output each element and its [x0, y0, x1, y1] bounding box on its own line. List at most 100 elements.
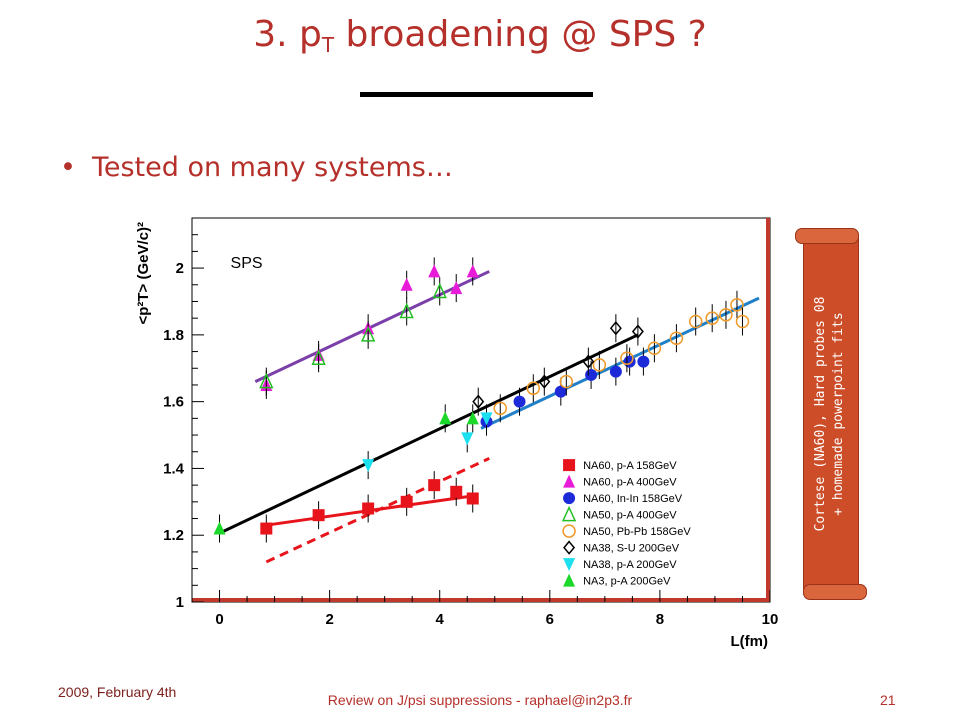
data-point	[362, 459, 375, 473]
data-point	[563, 573, 576, 587]
fit-line	[221, 333, 639, 534]
data-point	[563, 474, 576, 488]
scroll-line-2: + homemade powerpoint fits	[831, 312, 846, 516]
x-axis-label: L(fm)	[731, 633, 769, 650]
scroll-body	[803, 234, 859, 594]
data-point	[609, 321, 622, 336]
y-tick-label: 1.4	[163, 460, 185, 477]
slide-title: 3. pT broadening @ SPS ?	[0, 14, 960, 57]
data-point	[399, 302, 414, 319]
data-point	[719, 308, 733, 322]
data-point	[213, 521, 226, 535]
data-point	[450, 485, 463, 498]
data-point	[563, 459, 576, 472]
data-point	[259, 372, 274, 389]
y-tick-label: 1	[176, 594, 184, 611]
data-point	[439, 411, 452, 425]
data-point	[432, 282, 447, 299]
data-point	[400, 495, 413, 508]
y-tick-label: 1.2	[163, 527, 184, 544]
title-underline	[360, 92, 593, 97]
x-tick-label: 4	[436, 611, 445, 628]
scroll-text: Cortese (NA60), Hard probes 08 + homemad…	[812, 244, 848, 584]
data-point	[554, 385, 567, 398]
fit-line	[265, 457, 490, 564]
data-point	[623, 355, 636, 368]
footer-page-number: 21	[880, 692, 896, 708]
scroll-curl-top	[795, 228, 859, 244]
x-tick-label: 8	[656, 611, 664, 628]
scroll-curl-bottom	[803, 584, 867, 600]
scroll-banner: Cortese (NA60), Hard probes 08 + homemad…	[795, 228, 867, 600]
legend-label: NA50, p-A 400GeV	[583, 510, 677, 522]
data-point	[563, 540, 576, 555]
plot-right-border	[766, 218, 770, 602]
y-tick-label: 1.8	[163, 327, 184, 344]
data-point	[260, 522, 273, 535]
data-point	[688, 314, 703, 329]
data-point	[647, 341, 662, 355]
pt-broadening-chart: 0 2 4 6 8 10 1 1.2 1.4 1.6 1.8 2 L(fm) <p²T> (GeV/c)²…	[135, 217, 779, 650]
bullet-dot-icon: •	[60, 152, 76, 183]
data-point	[561, 505, 577, 522]
data-point	[493, 401, 508, 416]
title-subscript: T	[321, 33, 335, 57]
legend-label: NA60, In-In 158GeV	[583, 493, 683, 505]
legend-label: NA50, Pb-Pb 158GeV	[583, 526, 691, 538]
fit-line	[254, 270, 490, 383]
data-point	[585, 368, 598, 381]
footer-date: 2009, February 4th	[58, 684, 177, 700]
data-point	[428, 479, 441, 492]
data-point	[559, 374, 574, 389]
data-point	[582, 354, 595, 369]
chart-container: 0 2 4 6 8 10 1 1.2 1.4 1.6 1.8 2 L(fm) <p²T> (GeV/c)²…	[130, 210, 780, 650]
data-point	[461, 432, 474, 446]
y-tick-label: 1.6	[163, 394, 184, 411]
data-point	[735, 314, 750, 329]
data-point	[450, 281, 463, 295]
legend-label: NA3, p-A 200GeV	[583, 576, 671, 588]
data-point	[620, 351, 634, 365]
data-point	[360, 326, 376, 342]
data-point	[312, 509, 325, 522]
data-point	[631, 324, 644, 339]
data-point	[669, 331, 684, 345]
data-point	[563, 558, 576, 572]
x-tick-label: 6	[546, 611, 554, 628]
data-point	[466, 411, 479, 425]
y-axis-label: <p²T> (GeV/c)²	[135, 222, 152, 325]
data-point	[538, 374, 551, 389]
y-tick-label: 2	[176, 260, 184, 277]
legend-label: NA38, p-A 200GeV	[583, 559, 677, 571]
data-point	[480, 412, 493, 426]
legend-label: NA60, p-A 158GeV	[583, 460, 677, 472]
data-point	[592, 358, 607, 372]
data-point	[526, 381, 541, 396]
data-point	[428, 264, 441, 278]
title-main: 3. p	[253, 14, 322, 55]
data-point	[466, 492, 479, 505]
data-point	[730, 298, 744, 312]
chart-annotation: SPS	[231, 255, 263, 272]
data-point	[311, 349, 326, 365]
data-point	[637, 355, 650, 368]
data-point	[362, 502, 375, 515]
scroll-line-1: Cortese (NA60), Hard probes 08	[813, 296, 828, 532]
x-tick-label: 0	[215, 611, 223, 628]
data-point	[400, 277, 413, 291]
data-point	[563, 492, 576, 505]
x-tick-label: 10	[762, 611, 779, 628]
plot-bottom-border	[192, 598, 770, 602]
bullet-point: • Tested on many systems…	[60, 152, 453, 183]
data-point	[466, 264, 479, 278]
legend-label: NA38, S-U 200GeV	[583, 543, 680, 555]
title-rest: broadening @ SPS ?	[334, 14, 707, 55]
data-point	[705, 311, 719, 325]
footer-center: Review on J/psi suppressions - raphael@i…	[327, 692, 633, 708]
data-point	[609, 365, 622, 378]
legend-label: NA60, p-A 400GeV	[583, 477, 677, 489]
x-tick-label: 2	[325, 611, 333, 628]
bullet-text: Tested on many systems…	[91, 152, 453, 183]
data-point	[472, 394, 485, 409]
data-point	[513, 395, 526, 408]
